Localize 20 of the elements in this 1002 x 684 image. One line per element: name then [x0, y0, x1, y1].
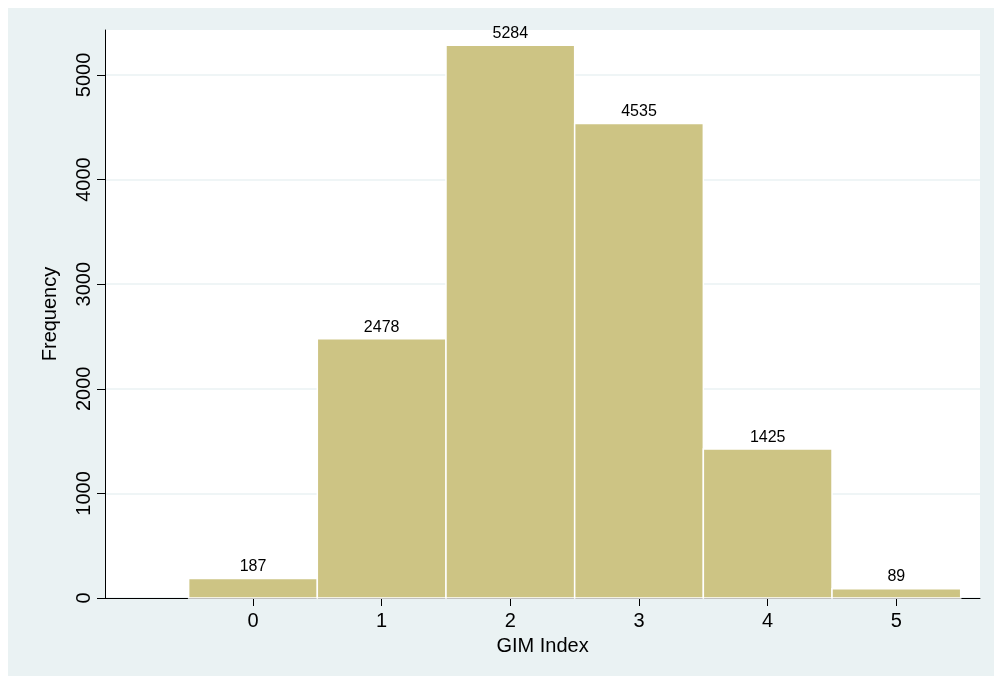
- y-tick-label: 3000: [72, 261, 94, 307]
- data-label: 5284: [492, 24, 529, 42]
- x-tick-label: 2: [504, 609, 516, 631]
- y-tick-label: 1000: [72, 471, 94, 516]
- data-label: 187: [239, 557, 267, 575]
- data-label: 1425: [749, 427, 786, 445]
- y-tick-label: 5000: [72, 52, 94, 98]
- y-tick-label: 2000: [72, 366, 94, 412]
- x-tick-label: 5: [890, 609, 902, 631]
- x-tick-label: 1: [376, 609, 388, 631]
- x-axis-title: GIM Index: [496, 633, 589, 656]
- data-label: 4535: [621, 102, 657, 120]
- data-label: 89: [887, 567, 906, 585]
- y-axis-title: Frequency: [38, 266, 60, 362]
- data-label: 2478: [363, 317, 400, 335]
- y-tick-label: 4000: [72, 157, 94, 202]
- x-tick-label: 3: [633, 609, 645, 631]
- x-tick-label: 0: [247, 609, 259, 631]
- x-tick-label: 4: [762, 609, 774, 631]
- y-tick-label: 0: [72, 592, 94, 604]
